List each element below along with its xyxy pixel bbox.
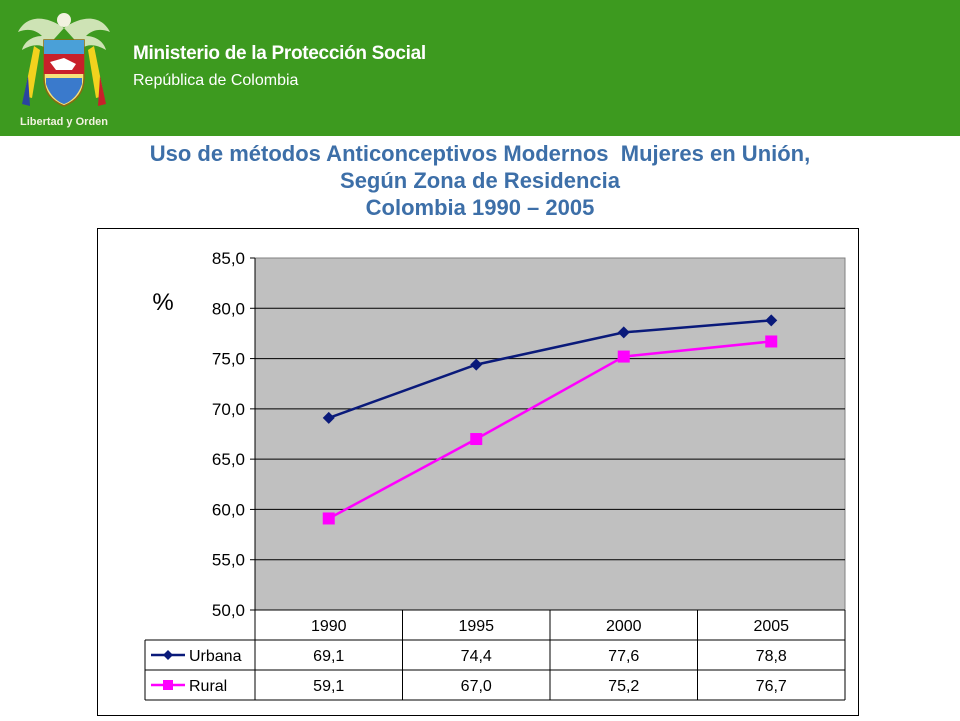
y-tick-label: 65,0 [212,450,245,469]
table-value: 77,6 [608,648,639,665]
coat-of-arms-icon: Libertad y Orden [18,13,110,128]
title-line-3: Colombia 1990 – 2005 [365,195,595,220]
y-tick-label: 70,0 [212,400,245,419]
line-chart: 50,0 55,0 60,0 65,0 70,0 75,0 80,0 85,0% 1990 199… [97,228,859,716]
chart-title: Uso de métodos Anticonceptivos Modernos … [0,140,960,221]
data-point-rural [470,433,483,446]
x-category-label: 2000 [606,618,642,635]
legend-marker-rural [163,680,173,690]
series-line-urbana [328,319,772,420]
data-point-urbana [470,358,483,371]
x-category-label: 2005 [753,618,789,635]
y-tick-label: 75,0 [212,350,245,369]
x-category-label: 1990 [311,618,347,635]
header-banner: Libertad y Orden Ministerio de la Protec… [0,0,960,136]
table-value: 74,4 [461,648,492,665]
data-point-rural [617,350,630,363]
table-value: 67,0 [461,678,492,695]
data-point-urbana [765,314,778,327]
legend-label-urbana: Urbana [189,648,242,665]
data-point-rural [765,335,778,348]
table-value: 69,1 [313,648,344,665]
table-value: 59,1 [313,678,344,695]
title-line-2: Según Zona de Residencia [340,168,620,193]
chart-area: 50,0 55,0 60,0 65,0 70,0 75,0 80,0 85,0% 1990 199… [97,228,859,716]
y-axis-label: % [152,289,173,316]
seal-motto: Libertad y Orden [20,116,108,128]
y-tick-label: 60,0 [212,500,245,519]
ministry-name: Ministerio de la Protección Social [133,43,426,64]
legend-label-rural: Rural [189,678,227,695]
legend-marker-urbana [163,650,173,660]
data-point-rural [322,512,335,525]
series-line-rural [328,340,772,520]
y-tick-label: 80,0 [212,299,245,318]
x-category-label: 1995 [458,618,494,635]
data-point-urbana [322,411,335,424]
title-line-1: Uso de métodos Anticonceptivos Modernos … [149,141,811,166]
table-value: 76,7 [756,678,787,695]
table-value: 78,8 [756,648,787,665]
y-tick-label: 55,0 [212,551,245,570]
y-tick-label: 50,0 [212,601,245,620]
y-tick-label: 85,0 [212,249,245,268]
republic-name: República de Colombia [133,72,299,89]
plot-area [254,257,846,611]
table-value: 75,2 [608,678,639,695]
data-point-urbana [617,326,630,339]
